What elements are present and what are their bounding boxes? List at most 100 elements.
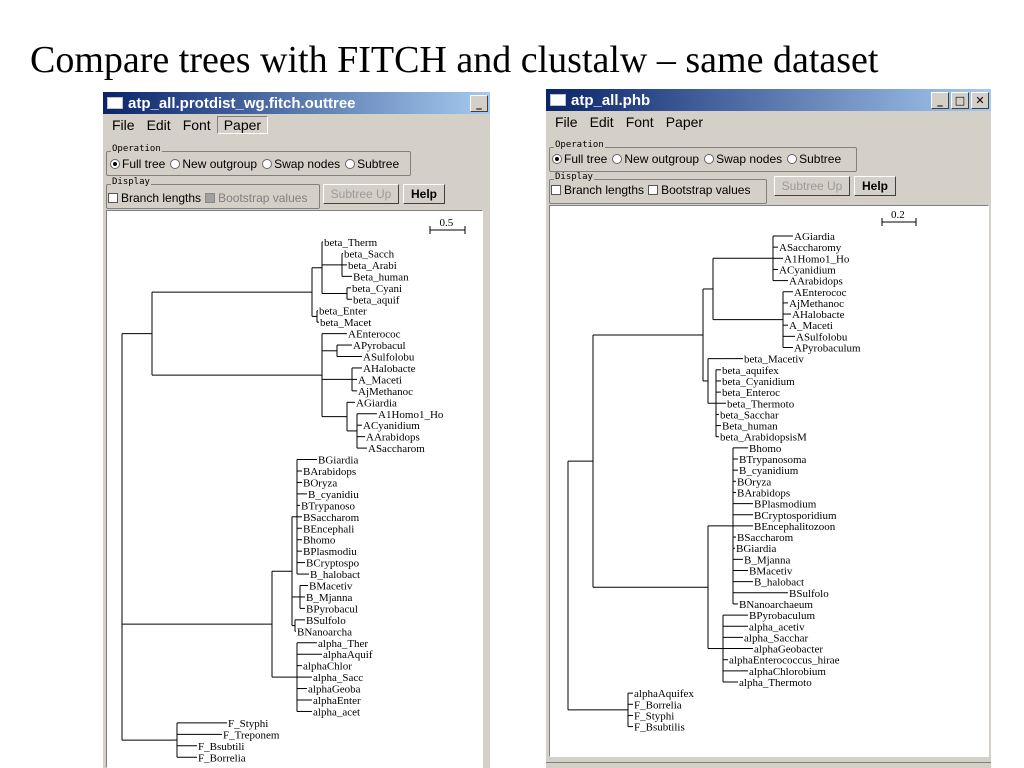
tree-leaf-label[interactable]: alpha_Sacc: [313, 672, 363, 684]
tree-leaf-label[interactable]: alpha_Sacchar: [744, 632, 808, 644]
tree-leaf-label[interactable]: BTrypanosoma: [739, 454, 807, 466]
tree-leaf-label[interactable]: AjMethanoc: [358, 386, 413, 398]
tree-leaf-label[interactable]: ASaccharom: [368, 443, 425, 455]
menu-font[interactable]: Font: [182, 117, 211, 133]
tree-leaf-label[interactable]: AHalobacte: [792, 309, 845, 321]
window-titlebar[interactable]: atp_all.phb _ □ ✕: [546, 89, 991, 111]
tree-leaf-label[interactable]: AHalobacte: [363, 363, 416, 375]
subtree-up-button[interactable]: Subtree Up: [774, 176, 850, 196]
tree-leaf-label[interactable]: beta_Arabi: [348, 260, 397, 272]
tree-leaf-label[interactable]: F_Borrelia: [634, 699, 682, 711]
tree-leaf-label[interactable]: BEncephalitozoon: [754, 521, 836, 533]
tree-leaf-label[interactable]: AGiardia: [356, 397, 397, 409]
tree-leaf-label[interactable]: ASulfolobu: [796, 331, 848, 343]
tree-leaf-label[interactable]: ASulfolobu: [363, 352, 415, 364]
window-titlebar[interactable]: atp_all.protdist_wg.fitch.outtree _: [103, 92, 490, 114]
tree-leaf-label[interactable]: ACyanidium: [363, 420, 420, 432]
tree-leaf-label[interactable]: BSulfolo: [789, 588, 829, 600]
radio-full-tree[interactable]: [552, 154, 562, 164]
menu-file[interactable]: File: [112, 117, 135, 133]
tree-leaf-label[interactable]: alphaEnter: [313, 695, 361, 707]
tree-leaf-label[interactable]: BTrypanoso: [301, 500, 355, 512]
tree-leaf-label[interactable]: BSulfolo: [306, 615, 346, 627]
tree-leaf-label[interactable]: B_Mjanna: [306, 592, 353, 604]
tree-leaf-label[interactable]: APyrobaculum: [794, 343, 861, 355]
maximize-icon[interactable]: □: [951, 91, 969, 109]
tree-leaf-label[interactable]: Bhomo: [749, 443, 782, 455]
tree-leaf-label[interactable]: BGiardia: [736, 543, 776, 555]
radio-full-tree[interactable]: [110, 159, 120, 169]
bootstrap-checkbox[interactable]: [648, 185, 659, 195]
tree-leaf-label[interactable]: beta_Macetiv: [744, 354, 804, 366]
radio-subtree[interactable]: [787, 154, 798, 164]
menu-edit[interactable]: Edit: [146, 117, 171, 133]
tree-leaf-label[interactable]: AjMethanoc: [789, 298, 844, 310]
tree-leaf-label[interactable]: BCryptosporidium: [754, 510, 837, 522]
tree-leaf-label[interactable]: AArabidops: [366, 432, 420, 444]
tree-leaf-label[interactable]: beta_aquifex: [722, 365, 779, 377]
tree-leaf-label[interactable]: beta_ArabidopsisM: [720, 432, 807, 444]
tree-leaf-label[interactable]: alpha_acet: [313, 706, 360, 718]
tree-leaf-label[interactable]: beta_Macet: [320, 317, 371, 329]
radio-swap-nodes[interactable]: [262, 159, 273, 169]
tree-leaf-label[interactable]: BPyrobaculum: [749, 610, 815, 622]
tree-leaf-label[interactable]: beta_Cyanidium: [722, 376, 795, 388]
tree-leaf-label[interactable]: BSaccharom: [303, 512, 360, 524]
tree-leaf-label[interactable]: BOryza: [737, 476, 771, 488]
tree-leaf-label[interactable]: alpha_Ther: [318, 638, 368, 650]
help-button[interactable]: Help: [403, 184, 445, 204]
tree-leaf-label[interactable]: F_Treponem: [223, 729, 280, 741]
tree-leaf-label[interactable]: Bhomo: [303, 535, 336, 547]
tree-leaf-label[interactable]: BArabidops: [737, 487, 790, 499]
tree-leaf-label[interactable]: BNanoarchaeum: [739, 599, 813, 611]
tree-leaf-label[interactable]: alphaChlorobium: [749, 666, 826, 678]
tree-leaf-label[interactable]: alpha_Thermoto: [739, 677, 812, 689]
tree-leaf-label[interactable]: beta_Therm: [324, 237, 378, 249]
tree-leaf-label[interactable]: BEncephali: [303, 523, 354, 535]
tree-leaf-label[interactable]: B_halobact: [310, 569, 360, 581]
tree-leaf-label[interactable]: F_Styphi: [228, 718, 268, 730]
help-button[interactable]: Help: [854, 176, 896, 196]
tree-leaf-label[interactable]: F_Bsubtili: [198, 741, 244, 753]
tree-leaf-label[interactable]: F_Bsubtilis: [634, 722, 685, 734]
tree-leaf-label[interactable]: alpha_acetiv: [749, 621, 805, 633]
branch-lengths-checkbox[interactable]: [551, 185, 561, 195]
tree-leaf-label[interactable]: AEnterococ: [794, 287, 847, 299]
tree-leaf-label[interactable]: BMacetiv: [749, 566, 793, 578]
tree-leaf-label[interactable]: ACyanidium: [779, 264, 836, 276]
tree-canvas[interactable]: AGiardia ASaccharomy A1Homo1_Ho ACyanidium A…: [549, 205, 989, 757]
tree-leaf-label[interactable]: B_cyanidiu: [308, 489, 359, 501]
tree-leaf-label[interactable]: AEnterococ: [348, 329, 401, 341]
radio-subtree[interactable]: [345, 159, 356, 169]
tree-leaf-label[interactable]: alphaGeoba: [308, 684, 361, 696]
tree-leaf-label[interactable]: B_cyanidium: [739, 465, 799, 477]
tree-leaf-label[interactable]: BPyrobacul: [306, 603, 358, 615]
menu-paper[interactable]: Paper: [216, 116, 269, 134]
tree-leaf-label[interactable]: Beta_human: [353, 271, 409, 283]
radio-swap-nodes[interactable]: [704, 154, 715, 164]
radio-new-outgroup[interactable]: [612, 154, 623, 164]
tree-leaf-label[interactable]: B_halobact: [754, 577, 804, 589]
tree-leaf-label[interactable]: APyrobacul: [353, 340, 406, 352]
tree-leaf-label[interactable]: BMacetiv: [309, 581, 353, 593]
tree-leaf-label[interactable]: A_Maceti: [358, 374, 402, 386]
subtree-up-button[interactable]: Subtree Up: [323, 184, 399, 204]
tree-leaf-label[interactable]: BNanoarcha: [297, 626, 352, 638]
menu-font[interactable]: Font: [625, 114, 654, 130]
menu-paper[interactable]: Paper: [665, 114, 704, 130]
tree-leaf-label[interactable]: beta_Enter: [319, 306, 367, 318]
tree-leaf-label[interactable]: alphaChlor: [303, 661, 352, 673]
tree-leaf-label[interactable]: BArabidops: [303, 466, 356, 478]
tree-leaf-label[interactable]: beta_Sacch: [344, 248, 395, 260]
tree-leaf-label[interactable]: beta_aquif: [353, 294, 400, 306]
tree-leaf-label[interactable]: BPlasmodiu: [303, 546, 357, 558]
tree-leaf-label[interactable]: A_Maceti: [789, 320, 833, 332]
tree-leaf-label[interactable]: beta_Enteroc: [722, 387, 780, 399]
tree-leaf-label[interactable]: B_Mjanna: [744, 554, 791, 566]
tree-leaf-label[interactable]: F_Borrelia: [198, 752, 246, 764]
tree-leaf-label[interactable]: alphaAquifex: [634, 688, 694, 700]
tree-leaf-label[interactable]: beta_Thermoto: [727, 398, 795, 410]
tree-leaf-label[interactable]: BOryza: [303, 477, 337, 489]
tree-leaf-label[interactable]: BGiardia: [318, 455, 358, 467]
tree-leaf-label[interactable]: F_Styphi: [634, 710, 674, 722]
